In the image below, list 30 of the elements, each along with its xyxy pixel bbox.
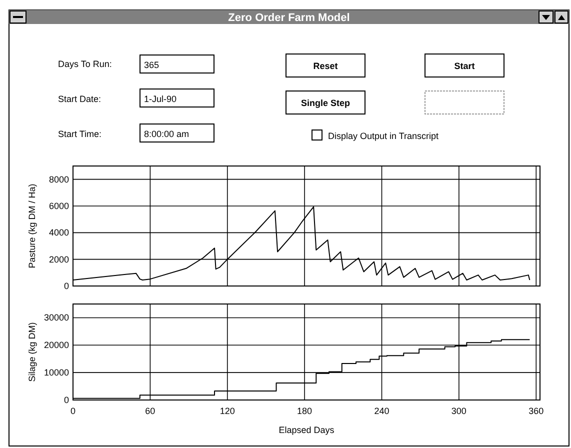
- text: Display Output in Transcript: [328, 131, 440, 141]
- y-axis-title: Silage (kg DM): [27, 322, 37, 382]
- x-tick-label: 300: [451, 406, 466, 416]
- y-tick-label: 6000: [48, 201, 69, 211]
- y-tick-label: 30000: [44, 312, 69, 323]
- text: Reset: [313, 61, 338, 71]
- y-tick-label: 0: [64, 281, 69, 291]
- y-tick-label: 8000: [48, 174, 69, 184]
- x-tick-label: 240: [374, 406, 390, 416]
- y-tick-label: 10000: [44, 368, 69, 378]
- text: Start Date:: [58, 94, 102, 104]
- x-tick-label: 60: [145, 406, 156, 416]
- x-tick-label: 120: [220, 406, 235, 416]
- y-tick-label: 2000: [48, 254, 69, 264]
- x-tick-label: 180: [297, 406, 312, 416]
- text: Zero Order Farm Model: [228, 12, 350, 24]
- text: Single Step: [300, 98, 350, 108]
- text: 365: [144, 60, 160, 70]
- y-axis-title: Pasture (kg DM / Ha): [27, 184, 37, 268]
- y-tick-label: 4000: [48, 228, 69, 238]
- x-tick-label: 360: [528, 406, 544, 416]
- x-axis-title: Elapsed Days: [278, 425, 335, 435]
- text: 8:00:00 am: [144, 129, 190, 139]
- y-tick-label: 20000: [44, 340, 69, 350]
- text: Days To Run:: [58, 59, 112, 69]
- text: Start Time:: [58, 129, 102, 139]
- x-tick-label: 0: [70, 406, 76, 416]
- text: 1-Jul-90: [144, 94, 177, 104]
- text: Start: [454, 61, 475, 71]
- y-tick-label: 0: [64, 395, 69, 405]
